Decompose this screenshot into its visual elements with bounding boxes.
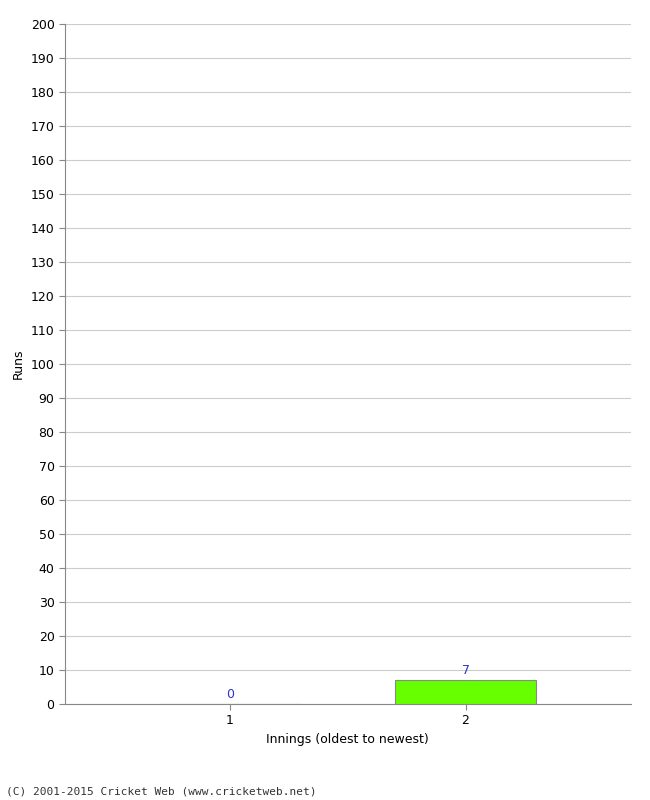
Text: (C) 2001-2015 Cricket Web (www.cricketweb.net): (C) 2001-2015 Cricket Web (www.cricketwe… (6, 786, 317, 796)
Y-axis label: Runs: Runs (12, 349, 25, 379)
Text: 7: 7 (462, 665, 469, 678)
X-axis label: Innings (oldest to newest): Innings (oldest to newest) (266, 733, 429, 746)
Bar (395, 680, 536, 704)
Text: 0: 0 (226, 688, 234, 702)
